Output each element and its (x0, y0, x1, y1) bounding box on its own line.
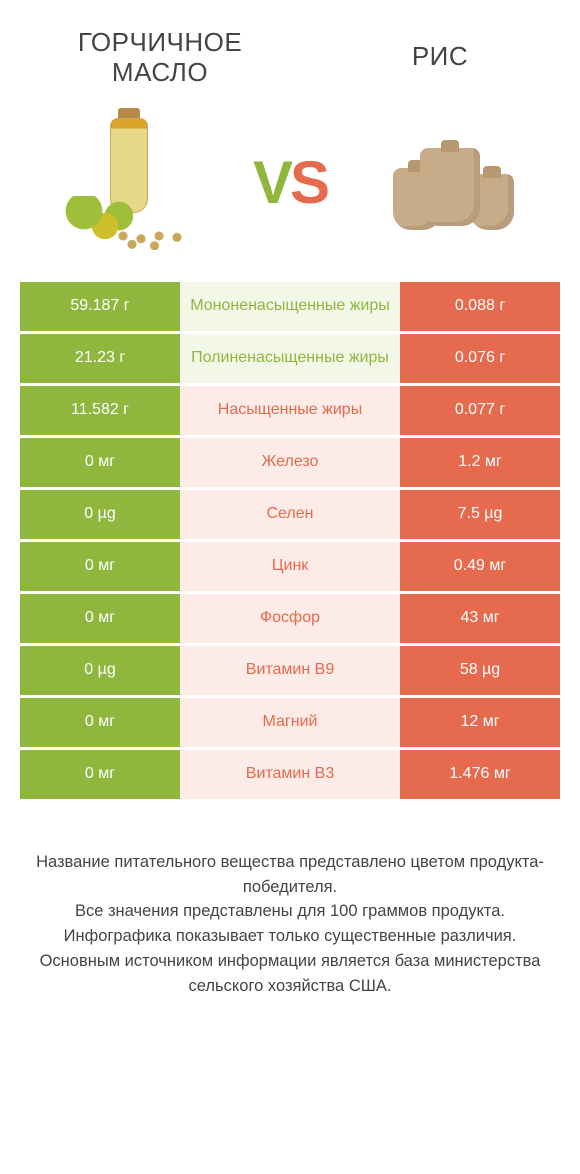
nutrient-label: Полиненасыщенные жиры (180, 334, 400, 383)
value-left: 0 µg (20, 490, 180, 539)
nutrient-label: Витамин B3 (180, 750, 400, 799)
nutrient-label: Мононенасыщенные жиры (180, 282, 400, 331)
table-row: 11.582 гНасыщенные жиры0.077 г (20, 386, 560, 438)
value-left: 0 мг (20, 542, 180, 591)
table-row: 0 µgВитамин B958 µg (20, 646, 560, 698)
vs-v: V (253, 149, 290, 216)
value-left: 0 µg (20, 646, 180, 695)
value-right: 58 µg (400, 646, 560, 695)
footer-line: Все значения представлены для 100 граммо… (34, 899, 546, 924)
table-row: 0 мгЦинк0.49 мг (20, 542, 560, 594)
value-left: 59.187 г (20, 282, 180, 331)
rice-sacks-icon (375, 108, 525, 258)
value-left: 11.582 г (20, 386, 180, 435)
title-left-line1: ГОРЧИЧНОЕ (78, 27, 242, 57)
value-right: 0.49 мг (400, 542, 560, 591)
footer-line: Основным источником информации является … (34, 949, 546, 999)
table-row: 0 мгМагний12 мг (20, 698, 560, 750)
nutrient-label: Цинк (180, 542, 400, 591)
nutrient-label: Витамин B9 (180, 646, 400, 695)
value-right: 1.2 мг (400, 438, 560, 487)
nutrient-label: Насыщенные жиры (180, 386, 400, 435)
value-right: 12 мг (400, 698, 560, 747)
footer-notes: Название питательного вещества представл… (0, 802, 580, 999)
table-row: 0 µgСелен7.5 µg (20, 490, 560, 542)
comparison-table: 59.187 гМононенасыщенные жиры0.088 г21.2… (0, 282, 580, 802)
value-left: 0 мг (20, 438, 180, 487)
images-row: VS (0, 88, 580, 282)
value-right: 0.076 г (400, 334, 560, 383)
footer-line: Название питательного вещества представл… (34, 850, 546, 900)
nutrient-label: Железо (180, 438, 400, 487)
nutrient-label: Магний (180, 698, 400, 747)
value-right: 1.476 мг (400, 750, 560, 799)
table-row: 0 мгЖелезо1.2 мг (20, 438, 560, 490)
table-row: 21.23 гПолиненасыщенные жиры0.076 г (20, 334, 560, 386)
header: ГОРЧИЧНОЕ МАСЛО РИС (0, 0, 580, 88)
value-right: 0.077 г (400, 386, 560, 435)
product-left-title: ГОРЧИЧНОЕ МАСЛО (60, 28, 260, 88)
nutrient-label: Фосфор (180, 594, 400, 643)
value-left: 0 мг (20, 594, 180, 643)
value-left: 0 мг (20, 698, 180, 747)
vs-label: VS (253, 148, 327, 217)
product-right-title: РИС (360, 28, 520, 72)
value-right: 7.5 µg (400, 490, 560, 539)
table-row: 59.187 гМононенасыщенные жиры0.088 г (20, 282, 560, 334)
nutrient-label: Селен (180, 490, 400, 539)
value-right: 0.088 г (400, 282, 560, 331)
table-row: 0 мгФосфор43 мг (20, 594, 560, 646)
footer-line: Инфографика показывает только существенн… (34, 924, 546, 949)
value-left: 0 мг (20, 750, 180, 799)
vs-s: S (290, 149, 327, 216)
mustard-oil-icon (55, 108, 205, 258)
value-right: 43 мг (400, 594, 560, 643)
title-left-line2: МАСЛО (112, 57, 208, 87)
value-left: 21.23 г (20, 334, 180, 383)
table-row: 0 мгВитамин B31.476 мг (20, 750, 560, 802)
